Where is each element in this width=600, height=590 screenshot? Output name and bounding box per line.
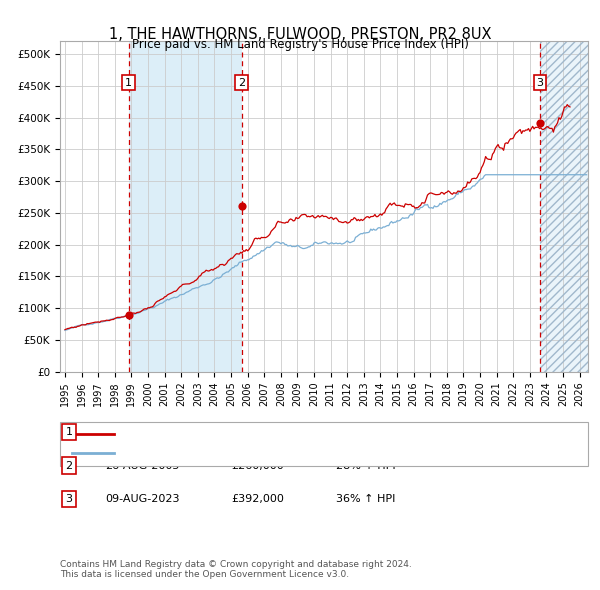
- Text: 2% ↑ HPI: 2% ↑ HPI: [336, 427, 389, 437]
- Text: £392,000: £392,000: [231, 494, 284, 504]
- Text: £90,000: £90,000: [231, 427, 277, 437]
- Text: HPI: Average price, detached house, Preston: HPI: Average price, detached house, Pres…: [120, 448, 352, 457]
- Text: 2: 2: [238, 78, 245, 87]
- Text: 1, THE HAWTHORNS, FULWOOD, PRESTON, PR2 8UX (detached house): 1, THE HAWTHORNS, FULWOOD, PRESTON, PR2 …: [120, 429, 486, 438]
- Text: 1: 1: [65, 427, 73, 437]
- Text: 28% ↑ HPI: 28% ↑ HPI: [336, 461, 395, 470]
- Text: 1: 1: [125, 78, 132, 87]
- Text: 3: 3: [65, 494, 73, 504]
- Text: Price paid vs. HM Land Registry's House Price Index (HPI): Price paid vs. HM Land Registry's House …: [131, 38, 469, 51]
- Text: 09-AUG-2023: 09-AUG-2023: [105, 494, 179, 504]
- Text: Contains HM Land Registry data © Crown copyright and database right 2024.
This d: Contains HM Land Registry data © Crown c…: [60, 560, 412, 579]
- Bar: [128, 41, 242, 372]
- Text: 3: 3: [536, 78, 544, 87]
- Text: 36% ↑ HPI: 36% ↑ HPI: [336, 494, 395, 504]
- Text: 2: 2: [65, 461, 73, 470]
- Text: 29-OCT-1998: 29-OCT-1998: [105, 427, 178, 437]
- Point: [124, 310, 133, 319]
- Text: 1, THE HAWTHORNS, FULWOOD, PRESTON, PR2 8UX: 1, THE HAWTHORNS, FULWOOD, PRESTON, PR2 …: [109, 27, 491, 41]
- Point: [237, 202, 247, 211]
- Bar: [540, 41, 588, 372]
- Bar: [540, 41, 588, 372]
- Point: [535, 118, 545, 127]
- Text: £260,000: £260,000: [231, 461, 284, 470]
- Text: 26-AUG-2005: 26-AUG-2005: [105, 461, 179, 470]
